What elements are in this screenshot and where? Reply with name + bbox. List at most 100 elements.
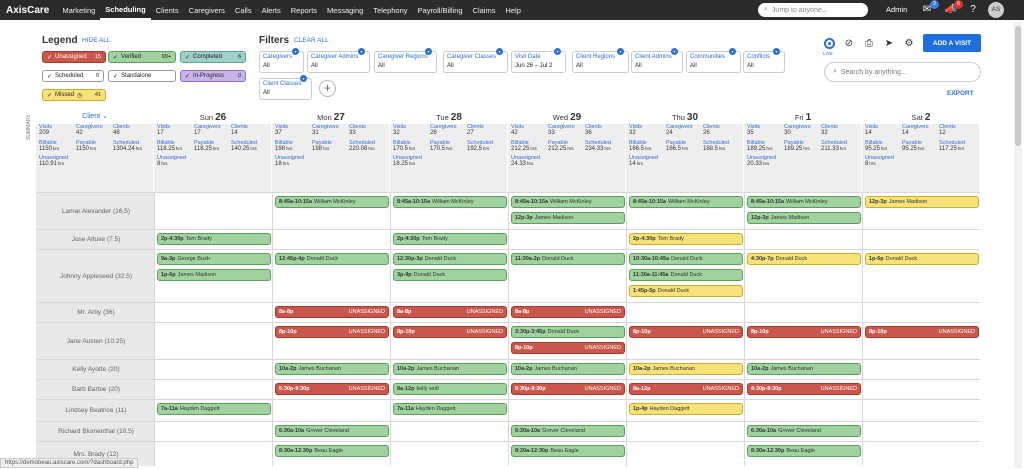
day-cell[interactable]: 8p-10p UNASSIGNED [744,323,862,359]
day-cell[interactable]: 8:45a-10:15a William McKinley 12p-3p James … [508,193,626,229]
pin-icon[interactable]: ▾ [496,48,503,55]
day-cell[interactable] [154,193,272,229]
day-cell[interactable]: 7a-11a Hayden Daggett [390,400,508,421]
day-cell[interactable]: 5:30p-9:30p UNASSIGNED [508,380,626,399]
filter-client-regions[interactable]: ▾ Client Regions All [572,48,629,73]
day-cell[interactable]: 2p-4:30p Tom Brady [390,230,508,249]
scrollbar-thumb[interactable] [1015,26,1021,146]
visit-block[interactable]: 4:30p-8:30p UNASSIGNED [747,383,861,395]
clear-all-link[interactable]: CLEAR ALL [294,37,329,44]
visit-block[interactable]: 8:45a-10:15a William McKinley [747,196,861,208]
legend-chip-completed[interactable]: ✓ Completed 6 [180,51,246,63]
jump-search-input[interactable]: ⌕ Jump to anyone... [758,3,868,17]
client-name[interactable]: Jane Austen (10.25) [36,323,154,359]
nav-alerts[interactable]: Alerts [261,5,281,15]
filter-caregiver-admins[interactable]: ▾ Caregiver Admins All [307,48,370,73]
nav-reports[interactable]: Reports [290,5,318,15]
visit-block[interactable]: 12p-3p James Madison [865,196,979,208]
visit-block[interactable]: 8:45a-10:15a William McKinley [511,196,625,208]
client-name[interactable]: Mr. Arby (36) [36,303,154,322]
day-cell[interactable]: 3:30p-3:45p Donald Duck 8p-10p UNASSIGNED [508,323,626,359]
day-cell[interactable] [390,422,508,441]
pin-icon[interactable]: ▾ [358,48,365,55]
visit-block[interactable]: 2p-4:30p Tom Brady [393,233,507,245]
day-cell[interactable]: 8:30a-12:30p Beau Eagle [508,442,626,466]
day-cell[interactable] [154,380,272,399]
day-cell[interactable]: 12:45p-4p Donald Duck [272,250,390,302]
visit-block[interactable]: 4:30p-7p Donald Duck [747,253,861,265]
visit-block[interactable]: 8:45a-10:15a William McKinley [393,196,507,208]
filter-communities[interactable]: ▾ Communities All [686,48,741,73]
day-cell[interactable]: 8a-12p kelly wolf [390,380,508,399]
day-cell[interactable] [508,400,626,421]
day-header-fri[interactable]: Fri 1 [744,110,862,124]
visit-block[interactable]: 12:30p-3p Donald Duck [393,253,507,265]
day-cell[interactable]: 8a-8p UNASSIGNED [390,303,508,322]
day-cell[interactable]: 8a-8p UNASSIGNED [508,303,626,322]
pin-icon[interactable]: ▾ [292,48,299,55]
visit-block[interactable]: 8a-8p UNASSIGNED [275,306,389,318]
day-cell[interactable]: 2p-4:30p Tom Brady [626,230,744,249]
visit-block[interactable]: 8p-10p UNASSIGNED [747,326,861,338]
visit-block[interactable]: 8p-10p UNASSIGNED [393,326,507,338]
visit-block[interactable]: 8a-12p UNASSIGNED [629,383,743,395]
visit-block[interactable]: 10:30a-10:45a Donald Duck [629,253,743,265]
legend-chip-standalone[interactable]: ✓ Standalone [108,70,176,82]
day-cell[interactable]: 10a-2p James Buchanan [744,360,862,379]
filter-visit-date[interactable]: ▾ Visit Date Jun 26 – Jul 2 [511,48,566,73]
visit-block[interactable]: 8:30a-12:30p Beau Eagle [275,445,389,457]
visit-block[interactable]: 6:30a-10a Grover Cleveland [511,425,625,437]
legend-chip-scheduled[interactable]: ✓ Scheduled 0 [42,70,104,82]
legend-chip-unassigned[interactable]: ✓ Unassigned 15 [42,51,106,63]
day-cell[interactable]: 2p-4:30p Tom Brady [154,230,272,249]
day-cell[interactable] [390,442,508,466]
day-cell[interactable] [272,230,390,249]
day-cell[interactable]: 10a-2p James Buchanan [272,360,390,379]
day-cell[interactable]: 8p-10p UNASSIGNED [862,323,980,359]
visit-block[interactable]: 8p-10p UNASSIGNED [275,326,389,338]
legend-chip-in-progress[interactable]: ✓ In-Progress 0 [180,70,246,82]
day-cell[interactable] [744,230,862,249]
hide-icon[interactable]: ⊘ [844,38,854,49]
visit-block[interactable]: 8a-12p kelly wolf [393,383,507,395]
day-cell[interactable]: 8:30a-12:30p Beau Eagle [272,442,390,466]
day-cell[interactable] [154,303,272,322]
day-cell[interactable]: 9a-3p George Bush 1p-6p James Madison [154,250,272,302]
pin-icon[interactable]: ▾ [554,48,561,55]
visit-block[interactable]: 8a-8p UNASSIGNED [511,306,625,318]
visit-block[interactable]: 7a-11a Hayden Daggett [393,403,507,415]
visit-block[interactable]: 9a-3p George Bush [157,253,271,265]
day-cell[interactable]: 8:45a-10:15a William McKinley [390,193,508,229]
visit-block[interactable]: 1p-6p Donald Duck [865,253,979,265]
export-link[interactable]: EXPORT [947,90,974,97]
nav-messaging[interactable]: Messaging [327,5,364,15]
pin-icon[interactable]: ▾ [425,48,432,55]
day-cell[interactable]: 7a-11a Hayden Daggett [154,400,272,421]
avatar[interactable]: AS [988,2,1004,18]
nav-scheduling[interactable]: Scheduling [100,0,151,20]
client-name[interactable]: Jose Altuve (7.5) [36,230,154,249]
day-cell[interactable] [862,303,980,322]
day-cell[interactable]: 4:30p-8:30p UNASSIGNED [744,380,862,399]
day-header-mon[interactable]: Mon 27 [272,110,390,124]
day-cell[interactable] [626,422,744,441]
visit-block[interactable]: 1p-6p James Madison [157,269,271,281]
alerts-icon[interactable]: 📣 6 [944,0,963,17]
filter-conflicts[interactable]: ▾ Conflicts All [743,48,785,73]
nav-claims[interactable]: Claims [472,5,496,15]
visit-block[interactable]: 5:30p-9:30p UNASSIGNED [275,383,389,395]
client-name[interactable]: Richard Blumenthal (10.5) [36,422,154,441]
visit-block[interactable]: 12:45p-4p Donald Duck [275,253,389,265]
visit-block[interactable]: 10a-2p James Buchanan [393,363,507,375]
filter-caregiver-classes[interactable]: ▾ Caregiver Classes All [443,48,508,73]
visit-block[interactable]: 8:30a-12:30p Beau Eagle [747,445,861,457]
day-cell[interactable] [154,442,272,466]
visit-block[interactable]: 11:30a-2p Donald Duck [511,253,625,265]
visit-block[interactable]: 8p-10p UNASSIGNED [629,326,743,338]
visit-block[interactable]: 12p-3p James Madison [747,212,861,224]
day-cell[interactable] [508,230,626,249]
visit-block[interactable]: 12p-3p James Madison [511,212,625,224]
day-cell[interactable] [626,303,744,322]
day-header-wed[interactable]: Wed 29 [508,110,626,124]
day-cell[interactable]: 8:45a-10:15a William McKinley 12p-3p James … [744,193,862,229]
